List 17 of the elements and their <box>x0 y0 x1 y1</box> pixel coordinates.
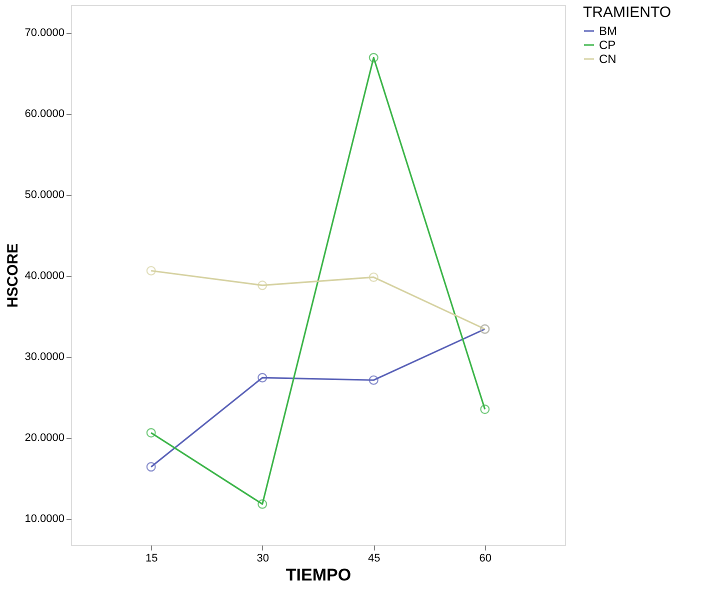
x-tick-label: 30 <box>256 552 269 564</box>
y-tick-label: 10.0000 <box>24 513 64 526</box>
x-axis-title: TIEMPO <box>286 566 352 584</box>
y-tick-label: 50.0000 <box>24 189 64 202</box>
y-axis-title: HSCORE <box>4 243 22 308</box>
legend-label: CP <box>599 38 616 52</box>
y-tick-label: 70.0000 <box>24 27 64 40</box>
y-tick-label: 60.0000 <box>24 108 64 120</box>
x-tick-label: 60 <box>479 552 492 564</box>
y-tick-label: 30.0000 <box>24 351 64 364</box>
y-tick-label: 20.0000 <box>24 432 64 444</box>
legend-label: BM <box>599 24 618 38</box>
x-tick-label: 15 <box>145 552 158 564</box>
legend-label: CN <box>599 52 616 66</box>
legend-title: TRAMIENTO <box>583 4 672 21</box>
y-tick-label: 40.0000 <box>24 270 64 282</box>
x-tick-label: 45 <box>368 552 380 564</box>
